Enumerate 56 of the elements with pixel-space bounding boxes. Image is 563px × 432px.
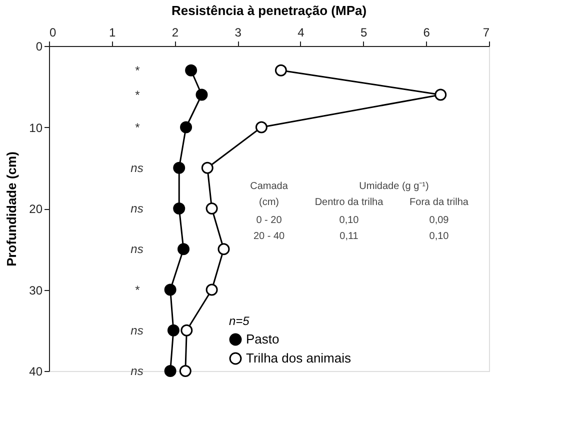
y-axis-title: Profundidade (cm): [4, 152, 20, 266]
point: [255, 121, 268, 134]
annotation: 20 - 40: [253, 231, 285, 242]
point: [185, 64, 198, 76]
x-tick-label: 1: [109, 26, 116, 40]
point: [173, 202, 186, 214]
annotation: ns: [130, 160, 144, 175]
annotation: ns: [130, 202, 144, 216]
annotation: Dentro da trilha: [314, 197, 384, 208]
annotation: ns: [130, 323, 144, 338]
point: [179, 365, 192, 377]
point: [434, 88, 447, 101]
annotation: *: [134, 63, 140, 78]
annotation: ns: [130, 242, 144, 256]
point: [274, 64, 287, 76]
point: [173, 162, 186, 174]
y-tick-label: 10: [29, 120, 43, 135]
point: [164, 284, 176, 296]
y-tick-label: 40: [29, 364, 43, 378]
point: [206, 284, 218, 296]
point: [167, 324, 180, 336]
chart-title: Resistência à penetração (MPa): [171, 3, 367, 18]
x-tick-label: 7: [482, 26, 490, 40]
annotation: *: [134, 120, 140, 134]
x-tick-label: 6: [423, 26, 430, 40]
annotation: 0,10: [429, 231, 450, 242]
annotation: 0,09: [429, 215, 450, 226]
x-tick-label: 0: [50, 26, 56, 40]
annotation: Camada: [250, 181, 288, 192]
point: [206, 202, 218, 214]
point: [218, 243, 230, 256]
legend-label: Pasto: [246, 332, 280, 346]
point: [196, 88, 208, 101]
annotation: Umidade (g g⁻¹): [359, 181, 429, 192]
annotation: (cm): [259, 197, 279, 208]
point: [178, 243, 190, 256]
legend-title: n=5: [229, 314, 250, 328]
y-tick-label: 0: [36, 40, 43, 54]
point: [201, 162, 214, 174]
annotation: Fora da trilha: [410, 197, 469, 208]
annotation: *: [134, 282, 140, 297]
annotation: 0,11: [340, 231, 359, 242]
point: [180, 121, 192, 134]
annotation: *: [134, 88, 140, 102]
annotation: 0,10: [339, 215, 360, 226]
x-tick-label: 5: [360, 26, 368, 40]
y-tick-label: 30: [29, 283, 43, 298]
point: [164, 365, 176, 377]
point: [180, 324, 193, 336]
x-tick-label: 2: [172, 26, 179, 40]
x-tick-label: 3: [234, 26, 242, 40]
legend-label: Trilha dos animais: [246, 350, 352, 366]
annotation: ns: [130, 364, 144, 378]
x-tick-label: 4: [298, 26, 305, 40]
annotation: 0 - 20: [256, 215, 282, 226]
y-tick-label: 20: [29, 202, 43, 216]
